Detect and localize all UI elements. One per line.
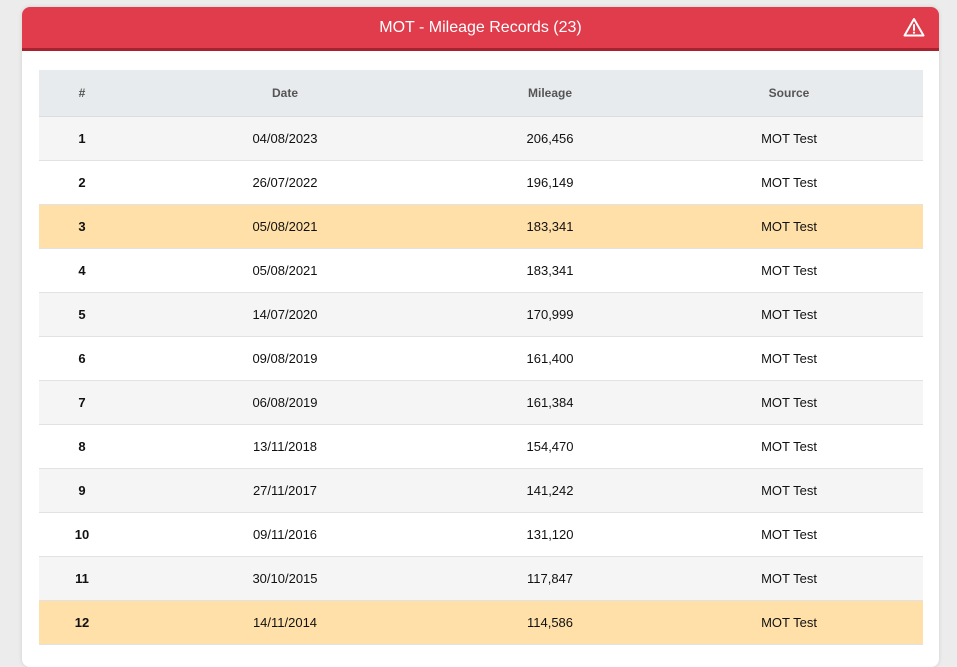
table-cell: 27/11/2017 xyxy=(125,468,445,513)
table-cell: 170,999 xyxy=(445,292,655,337)
table-cell: 2 xyxy=(39,160,125,205)
table-cell: 117,847 xyxy=(445,556,655,601)
table-row: 7 06/08/2019 161,384 MOT Test xyxy=(39,380,923,425)
table-cell: 6 xyxy=(39,336,125,381)
table-cell: MOT Test xyxy=(655,292,923,337)
table-cell: 14/11/2014 xyxy=(125,600,445,645)
mileage-table: # Date Mileage Source 1 04/08/2023 206,456 MOT… xyxy=(39,70,923,645)
table-cell: MOT Test xyxy=(655,380,923,425)
header-row: # Date Mileage Source xyxy=(39,70,923,117)
table-row: 8 13/11/2018 154,470 MOT Test xyxy=(39,424,923,469)
table-cell: 06/08/2019 xyxy=(125,380,445,425)
table-cell: 206,456 xyxy=(445,116,655,161)
table-cell: 183,341 xyxy=(445,248,655,293)
table-cell: MOT Test xyxy=(655,424,923,469)
table-cell: MOT Test xyxy=(655,116,923,161)
table-cell: 11 xyxy=(39,556,125,601)
card-header: MOT - Mileage Records (23) xyxy=(22,7,939,51)
mileage-card: MOT - Mileage Records (23) # Date Mileage S… xyxy=(22,7,939,667)
table-cell: 26/07/2022 xyxy=(125,160,445,205)
table-body: 1 04/08/2023 206,456 MOT Test 2 26/07/2022 196… xyxy=(39,116,923,645)
table-cell: 04/08/2023 xyxy=(125,116,445,161)
card-title: MOT - Mileage Records (23) xyxy=(379,18,582,36)
table-cell: 14/07/2020 xyxy=(125,292,445,337)
column-header: Date xyxy=(125,70,445,117)
table-row: 2 26/07/2022 196,149 MOT Test xyxy=(39,160,923,205)
table-cell: 196,149 xyxy=(445,160,655,205)
warning-icon xyxy=(903,18,925,37)
table-row: 12 14/11/2014 114,586 MOT Test xyxy=(39,600,923,645)
table-cell: MOT Test xyxy=(655,468,923,513)
table-cell: MOT Test xyxy=(655,248,923,293)
table-cell: MOT Test xyxy=(655,204,923,249)
table-cell: 10 xyxy=(39,512,125,557)
table-row: 9 27/11/2017 141,242 MOT Test xyxy=(39,468,923,513)
table-cell: 3 xyxy=(39,204,125,249)
table-cell: MOT Test xyxy=(655,600,923,645)
table-cell: 141,242 xyxy=(445,468,655,513)
table-cell: MOT Test xyxy=(655,512,923,557)
table-row: 5 14/07/2020 170,999 MOT Test xyxy=(39,292,923,337)
table-cell: 09/11/2016 xyxy=(125,512,445,557)
table-cell: 1 xyxy=(39,116,125,161)
table-cell: MOT Test xyxy=(655,556,923,601)
table-cell: MOT Test xyxy=(655,160,923,205)
table-cell: 183,341 xyxy=(445,204,655,249)
table-cell: 9 xyxy=(39,468,125,513)
table-cell: 114,586 xyxy=(445,600,655,645)
table-cell: MOT Test xyxy=(655,336,923,381)
table-cell: 131,120 xyxy=(445,512,655,557)
table-row: 3 05/08/2021 183,341 MOT Test xyxy=(39,204,923,249)
column-header: Mileage xyxy=(445,70,655,117)
table-cell: 161,400 xyxy=(445,336,655,381)
column-header: # xyxy=(39,70,125,117)
table-cell: 7 xyxy=(39,380,125,425)
table-cell: 30/10/2015 xyxy=(125,556,445,601)
table-row: 10 09/11/2016 131,120 MOT Test xyxy=(39,512,923,557)
table-cell: 161,384 xyxy=(445,380,655,425)
table-cell: 13/11/2018 xyxy=(125,424,445,469)
page: MOT - Mileage Records (23) # Date Mileage S… xyxy=(22,7,939,667)
table-cell: 5 xyxy=(39,292,125,337)
table-cell: 09/08/2019 xyxy=(125,336,445,381)
table-cell: 05/08/2021 xyxy=(125,248,445,293)
table-row: 4 05/08/2021 183,341 MOT Test xyxy=(39,248,923,293)
column-header: Source xyxy=(655,70,923,117)
table-row: 1 04/08/2023 206,456 MOT Test xyxy=(39,116,923,161)
table-row: 11 30/10/2015 117,847 MOT Test xyxy=(39,556,923,601)
table-cell: 05/08/2021 xyxy=(125,204,445,249)
table-cell: 8 xyxy=(39,424,125,469)
table-cell: 4 xyxy=(39,248,125,293)
table-cell: 12 xyxy=(39,600,125,645)
table-row: 6 09/08/2019 161,400 MOT Test xyxy=(39,336,923,381)
table-cell: 154,470 xyxy=(445,424,655,469)
